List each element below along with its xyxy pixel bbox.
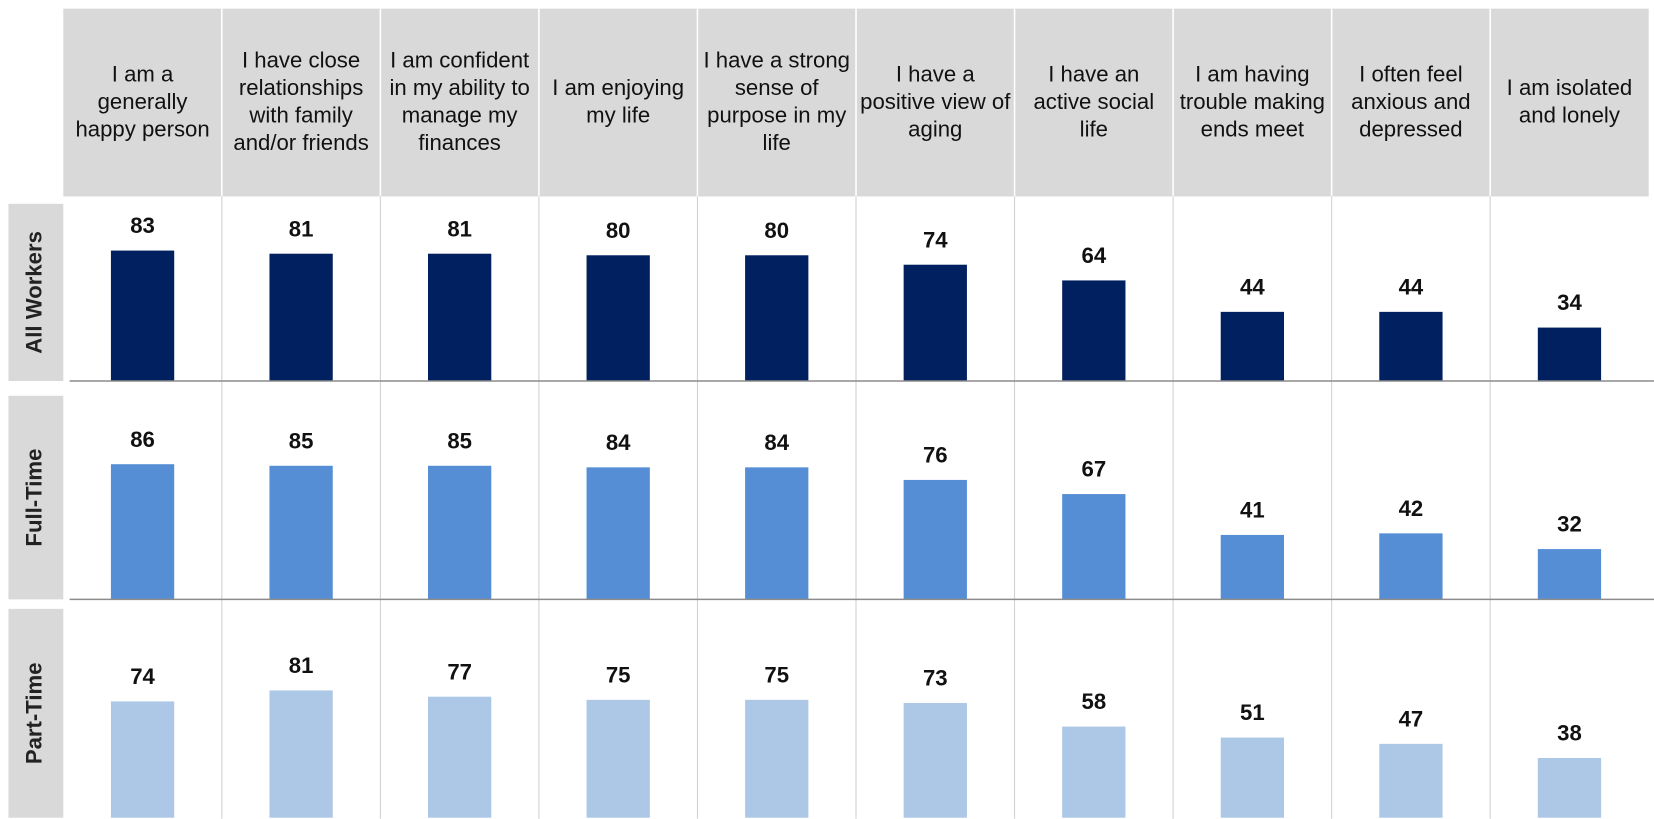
- value-label: 81: [289, 653, 314, 678]
- value-label: 75: [606, 662, 631, 687]
- bar: [1379, 533, 1443, 600]
- category-label: I have a positive view of aging: [860, 62, 1011, 142]
- value-label: 80: [606, 218, 631, 243]
- bar: [903, 702, 967, 818]
- bar: [1220, 737, 1285, 818]
- category-label: I have close relationships with family a…: [233, 48, 369, 156]
- value-label: 86: [130, 427, 155, 452]
- bar: [1220, 534, 1285, 600]
- category-label: I am a generally happy person: [75, 62, 210, 142]
- bar: [428, 696, 492, 818]
- bar: [1537, 549, 1602, 600]
- category-label: I have a strong sense of purpose in my l…: [703, 48, 850, 156]
- bar: [586, 467, 650, 600]
- category-label: I am confident in my ability to manage m…: [389, 48, 530, 156]
- bar: [428, 465, 492, 600]
- bar: [269, 253, 333, 382]
- header-cell: I am having trouble making ends meet: [1179, 62, 1326, 142]
- header-cell: I am isolated and lonely: [1506, 76, 1633, 128]
- value-label: 58: [1082, 689, 1107, 714]
- bar: [745, 699, 809, 818]
- value-label: 81: [447, 216, 472, 241]
- value-label: 85: [289, 428, 314, 453]
- bar: [1379, 311, 1443, 382]
- bar: [1537, 327, 1602, 382]
- value-label: 74: [923, 227, 948, 252]
- bar: [1062, 280, 1126, 382]
- bar: [1537, 758, 1602, 818]
- header-cell: I am enjoying my life: [552, 76, 685, 128]
- value-label: 74: [130, 664, 155, 689]
- category-label: I often feel anxious and depressed: [1351, 62, 1471, 142]
- header-cell: I have a positive view of aging: [860, 62, 1011, 142]
- value-label: 42: [1399, 496, 1424, 521]
- category-label: I am isolated and lonely: [1506, 76, 1633, 128]
- value-label: 75: [764, 662, 789, 687]
- value-label: 73: [923, 666, 948, 691]
- row-label-background: [8, 608, 64, 818]
- value-label: 67: [1082, 457, 1107, 482]
- value-label: 84: [606, 430, 631, 455]
- row-label: Part-Time: [22, 662, 47, 764]
- header-cell: I am a generally happy person: [75, 62, 210, 142]
- value-label: 44: [1399, 275, 1424, 300]
- row-label-background: [8, 395, 64, 600]
- bar: [586, 699, 650, 818]
- row-label: All Workers: [22, 231, 47, 354]
- value-label: 76: [923, 443, 948, 468]
- value-label: 84: [764, 430, 789, 455]
- value-label: 85: [447, 428, 472, 453]
- header-cell: I have a strong sense of purpose in my l…: [703, 48, 850, 156]
- value-label: 38: [1557, 721, 1582, 746]
- value-label: 44: [1240, 275, 1265, 300]
- header-cell: I often feel anxious and depressed: [1351, 62, 1471, 142]
- bar: [1220, 311, 1285, 382]
- value-label: 51: [1240, 700, 1265, 725]
- bar: [745, 255, 809, 382]
- bar: [745, 467, 809, 600]
- header-cell: I have close relationships with family a…: [233, 48, 369, 156]
- value-label: 77: [447, 659, 472, 684]
- value-label: 81: [289, 216, 314, 241]
- bar: [1379, 743, 1443, 818]
- value-label: 47: [1399, 706, 1424, 731]
- bar: [903, 264, 967, 382]
- value-label: 64: [1082, 243, 1107, 268]
- bar: [1062, 494, 1126, 600]
- row-label: Full-Time: [22, 449, 47, 547]
- bar: [110, 701, 175, 818]
- row-label-background: [8, 203, 64, 382]
- value-label: 83: [130, 213, 155, 238]
- bar: [428, 253, 492, 382]
- value-label: 32: [1557, 512, 1582, 537]
- bar: [1062, 726, 1126, 818]
- category-label: I have an active social life: [1033, 62, 1155, 142]
- header-cell: I am confident in my ability to manage m…: [389, 48, 530, 156]
- bar: [110, 250, 175, 382]
- value-label: 80: [764, 218, 789, 243]
- bar: [269, 690, 333, 818]
- value-label: 41: [1240, 498, 1265, 523]
- bar: [269, 465, 333, 600]
- category-label: I am enjoying my life: [552, 76, 685, 128]
- bar: [586, 255, 650, 382]
- bar: [110, 464, 175, 600]
- header-cell: I have an active social life: [1033, 62, 1155, 142]
- value-label: 34: [1557, 290, 1582, 315]
- category-label: I am having trouble making ends meet: [1179, 62, 1326, 142]
- bar: [903, 479, 967, 600]
